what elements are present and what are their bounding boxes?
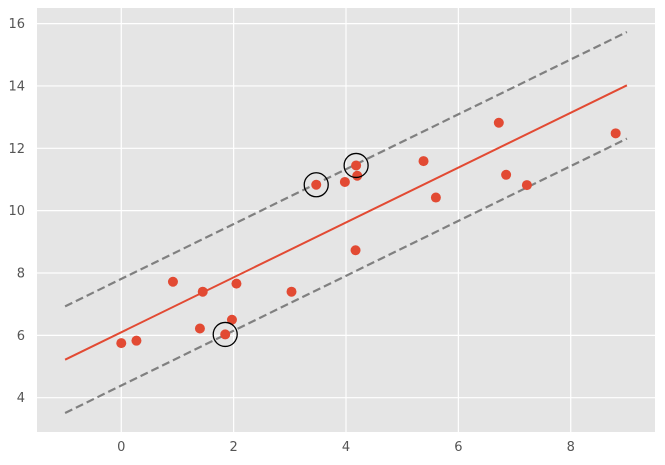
data-point [493, 117, 504, 128]
data-point [131, 335, 142, 346]
x-tick-label: 0 [117, 440, 125, 455]
data-point [226, 314, 237, 325]
points-layer [116, 117, 621, 349]
data-point [351, 160, 362, 171]
y-tick-label: 10 [8, 204, 25, 219]
data-point [311, 179, 322, 190]
x-tick-label: 8 [567, 440, 575, 455]
highlights-layer [212, 152, 369, 348]
y-tick-label: 4 [17, 391, 25, 406]
data-point [501, 169, 512, 180]
highlight-ring [212, 321, 238, 348]
y-tick-label: 6 [17, 329, 25, 344]
data-point [350, 245, 361, 256]
data-point [231, 278, 242, 289]
data-point [286, 286, 297, 297]
fit-line [64, 84, 628, 361]
data-point [220, 329, 231, 340]
x-tick-label: 4 [342, 440, 350, 455]
data-point [352, 170, 363, 181]
upper-band-line [64, 31, 628, 308]
data-point [521, 180, 532, 191]
x-axis-ticks: 0 2 4 6 8 [117, 440, 575, 455]
data-point [194, 323, 205, 334]
data-point [418, 156, 429, 167]
grid [37, 8, 655, 432]
y-tick-label: 8 [17, 267, 25, 282]
data-point [339, 176, 350, 187]
y-axis-ticks: 4 6 8 10 12 14 16 [8, 17, 25, 406]
data-point [197, 286, 208, 297]
data-point [116, 338, 127, 349]
x-tick-label: 6 [454, 440, 462, 455]
data-point [430, 192, 441, 203]
y-tick-label: 12 [8, 142, 25, 157]
highlight-ring [343, 152, 369, 179]
data-point [610, 128, 621, 139]
data-point [167, 276, 178, 287]
highlight-ring [303, 172, 329, 198]
lower-band-line [64, 137, 628, 414]
y-tick-label: 14 [8, 79, 25, 94]
x-tick-label: 2 [229, 440, 237, 455]
y-tick-label: 16 [8, 17, 25, 32]
series-layer [64, 31, 628, 414]
